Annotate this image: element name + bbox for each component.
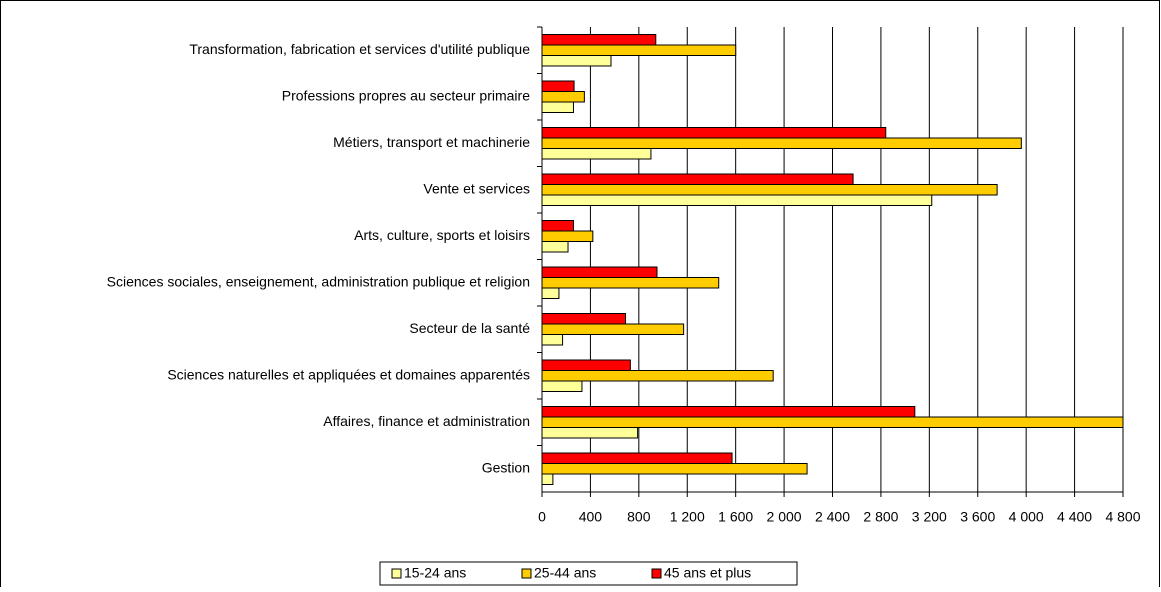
bar <box>541 230 594 242</box>
bar <box>541 416 1124 428</box>
legend-label: 25-44 ans <box>534 565 596 581</box>
x-tick-label: 3 200 <box>912 509 947 525</box>
bar <box>541 101 574 113</box>
bar <box>541 220 574 232</box>
x-tick-label: 400 <box>579 509 603 525</box>
y-tick-label: Métiers, transport et machinerie <box>333 134 530 150</box>
bar <box>541 194 933 206</box>
x-tick-label: 1 200 <box>670 509 705 525</box>
legend-swatch <box>651 568 662 579</box>
bar <box>541 34 657 46</box>
bar <box>541 137 1022 149</box>
legend-swatch <box>521 568 532 579</box>
bar <box>541 277 720 289</box>
x-tick-label: 2 800 <box>863 509 898 525</box>
bar <box>541 80 575 92</box>
bar <box>541 334 564 346</box>
bar <box>541 266 658 278</box>
x-tick-label: 3 600 <box>960 509 995 525</box>
bar <box>541 406 916 418</box>
y-tick-label: Sciences sociales, enseignement, adminis… <box>107 273 530 289</box>
bar <box>541 173 854 185</box>
legend-label: 15-24 ans <box>404 565 466 581</box>
y-tick-label: Transformation, fabrication et services … <box>189 41 530 57</box>
legend-swatch <box>391 568 402 579</box>
x-tick-label: 2 000 <box>767 509 802 525</box>
bar <box>541 241 569 253</box>
bar <box>541 287 560 299</box>
x-tick-label: 800 <box>627 509 651 525</box>
bar <box>541 55 612 67</box>
bar <box>541 91 585 103</box>
y-tick-label: Gestion <box>482 459 530 475</box>
y-tick-label: Sciences naturelles et appliquées et dom… <box>167 366 530 382</box>
legend-box <box>379 561 798 586</box>
x-tick-label: 4 400 <box>1057 509 1092 525</box>
y-tick-label: Arts, culture, sports et loisirs <box>354 227 530 243</box>
bar <box>541 313 627 325</box>
y-tick-label: Affaires, finance et administration <box>323 413 530 429</box>
bar <box>541 452 733 464</box>
bar <box>541 380 583 392</box>
bar <box>541 463 808 475</box>
legend-label: 45 ans et plus <box>664 565 751 581</box>
bar <box>541 148 652 160</box>
bar <box>541 427 639 439</box>
bar <box>541 127 887 139</box>
bar <box>541 184 998 196</box>
bar <box>541 323 685 335</box>
x-tick-label: 0 <box>538 509 546 525</box>
bar <box>541 359 631 371</box>
bar <box>541 473 554 485</box>
x-tick-label: 1 600 <box>718 509 753 525</box>
x-tick-label: 4 000 <box>1009 509 1044 525</box>
bar <box>541 44 737 56</box>
bar <box>541 370 774 382</box>
y-tick-label: Vente et services <box>423 180 530 196</box>
x-tick-label: 4 800 <box>1105 509 1140 525</box>
x-tick-label: 2 400 <box>815 509 850 525</box>
y-tick-label: Professions propres au secteur primaire <box>282 87 530 103</box>
y-tick-label: Secteur de la santé <box>409 320 530 336</box>
